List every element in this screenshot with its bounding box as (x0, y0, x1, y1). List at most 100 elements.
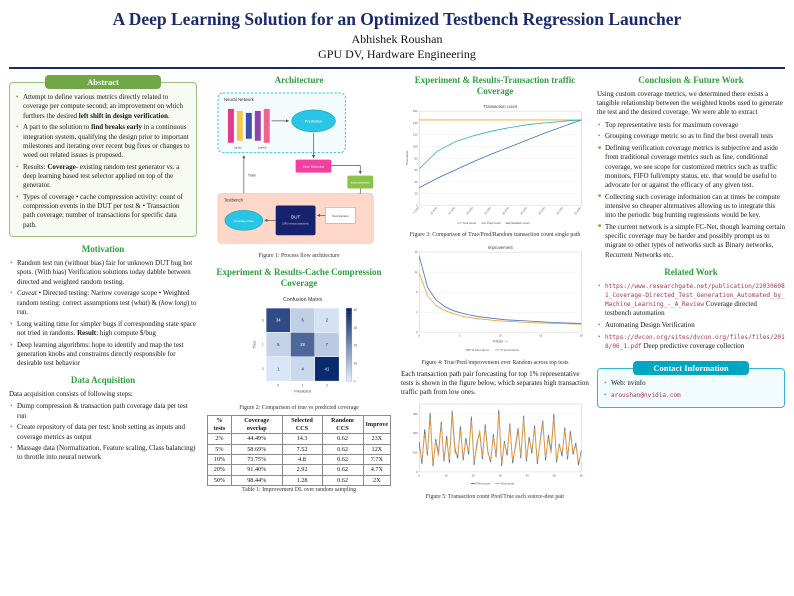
table-cell: 0.62 (321, 433, 364, 445)
coverage-data-node (225, 210, 264, 231)
svg-text:10.00%: 10.00% (429, 205, 438, 215)
figure-5-caption: Figure 5: Transaction count Pred/True ea… (425, 493, 565, 500)
figure-2: Confusion Matrix 34 6 2 5 28 7 1 4 41 0 1 2 0 1 2 Predic… (205, 292, 393, 413)
svg-text:12: 12 (414, 270, 418, 274)
data-acquisition-title: Data Acquisition (70, 375, 136, 386)
table-cell: 0.62 (321, 474, 364, 487)
abstract-block: Abstract Attempt to define various metri… (9, 75, 197, 238)
svg-text:Random count: Random count (511, 221, 530, 225)
transaction-section-title: Experiment & Results-Transaction traffic… (414, 75, 576, 96)
table-row: 5% 58.69% 7.52 0.62 12X (206, 443, 392, 456)
improvement-chart: 0 4 8 12 16 0 5 10 15 20 Improvement %Tests -->% tr… (403, 242, 587, 354)
svg-text:0: 0 (416, 203, 418, 207)
table-cell: 4.7X (362, 464, 392, 476)
svg-text:20: 20 (414, 191, 418, 195)
svg-text:Improvement: Improvement (488, 245, 514, 250)
results-table: % tests Coverage overlap Selected CCS Ra… (206, 415, 392, 487)
table-cell: 2% (206, 433, 232, 445)
table-cell: 2.92 (281, 464, 323, 476)
svg-text:60: 60 (580, 474, 584, 478)
table-row: 10% 73.75% 4.8 0.62 7.7X (206, 454, 392, 466)
table-cell: 0.62 (321, 443, 364, 456)
author-name: Abhishek Roushan (351, 32, 443, 47)
table-cell: 7.7X (362, 454, 392, 466)
abstract-body: Attempt to define various metrics direct… (9, 82, 197, 238)
table-cell: 4.8 (281, 454, 323, 466)
svg-text:Transaction count: Transaction count (483, 104, 517, 109)
svg-text:5.00%: 5.00% (412, 205, 420, 214)
dut-box (276, 205, 316, 236)
contact-email[interactable]: aroushan@nvidia.com (603, 391, 779, 400)
test-vectors-label: Test Vectors (332, 214, 349, 218)
list-item: Results: Coverage- existing random test … (15, 163, 191, 191)
conclusion-list: Top representative tests for maximum cov… (597, 121, 785, 142)
conclusion-title: Conclusion & Future Work (638, 75, 744, 86)
svg-text:4: 4 (416, 310, 418, 314)
related-text: Deep predictive coverage collection (641, 342, 745, 351)
list-item: A part to the solution to find breaks ea… (15, 123, 191, 160)
list-item: Top representative tests for maximum cov… (597, 121, 785, 130)
column-transaction: Experiment & Results-Transaction traffic… (401, 75, 589, 503)
related-text: Automating Design Verification (605, 321, 695, 330)
svg-text:0: 0 (416, 330, 418, 334)
list-item: Random test run (without bias) fair for … (9, 259, 197, 287)
table-cell: 1.28 (281, 474, 323, 487)
svg-text:5: 5 (278, 342, 281, 347)
table-1-caption: Table 1: Improvement DL over random samp… (242, 487, 356, 494)
motivation-title: Motivation (81, 244, 125, 255)
svg-text:0: 0 (418, 334, 420, 338)
svg-text:15: 15 (539, 334, 543, 338)
svg-text:5: 5 (459, 334, 461, 338)
conclusion-list-secondary: Defining verification coverage metrics i… (597, 144, 785, 260)
svg-text:100: 100 (413, 144, 418, 148)
email-link[interactable]: aroushan@nvidia.com (611, 392, 681, 400)
related-link[interactable]: https://www.researchgate.net/publication… (605, 282, 785, 309)
svg-text:100: 100 (413, 451, 418, 455)
svg-text:34: 34 (276, 317, 281, 322)
figure-4-caption: Figure 4: True/Pred improvement over Ran… (421, 359, 569, 366)
figure-1-caption: Figure 1: Process flow architecture (258, 253, 340, 260)
table-header-row: % tests Coverage overlap Selected CCS Ra… (206, 415, 392, 435)
svg-text:45.00%: 45.00% (555, 205, 564, 215)
page-title: A Deep Learning Solution for an Optimize… (112, 9, 682, 29)
svg-text:80: 80 (414, 156, 418, 160)
related-link[interactable]: https://dvcon.org/sites/dvcon.org/files/… (605, 333, 785, 351)
abstract-title: Abstract (44, 75, 162, 90)
dut-label: DUT (291, 214, 301, 219)
svg-text:20.00%: 20.00% (465, 205, 474, 215)
related-work-title: Related Work (664, 266, 718, 277)
column-header: Random CCS (321, 415, 364, 435)
coverage-data-label: Coverage Data (234, 219, 254, 223)
svg-text:15.00%: 15.00% (447, 205, 456, 215)
table-cell: 0.62 (321, 454, 364, 466)
column-conclusion: Conclusion & Future Work Using custom co… (597, 75, 785, 503)
table-cell: 2X (362, 474, 392, 487)
svg-text:Predicted: Predicted (295, 388, 312, 393)
conclusion-intro: Using custom coverage metrics, we determ… (597, 89, 783, 117)
svg-text:0: 0 (416, 470, 418, 474)
list-item: Long waiting time for simpler bugs if co… (9, 320, 197, 338)
column-abstract: Abstract Attempt to define various metri… (9, 75, 197, 503)
svg-text:%Tests -->: %Tests --> (492, 340, 507, 344)
prediction-label: Prediction (305, 118, 323, 123)
svg-text:40: 40 (354, 308, 358, 312)
figure-3-caption: Figure 3: Comparison of True/Pred/Random… (409, 232, 581, 239)
test-selector-label: Test Selector (303, 165, 326, 169)
svg-text:10: 10 (498, 334, 502, 338)
svg-text:25.00%: 25.00% (483, 205, 492, 215)
list-item: Deep learning algorithms: hope to identi… (9, 341, 197, 369)
transaction-paragraph: Each transaction path pair forecasting f… (401, 369, 589, 397)
contact-web[interactable]: Web: nvinfo (603, 379, 779, 388)
svg-text:2: 2 (326, 317, 329, 322)
data-acquisition-intro: Data acquisition consists of following s… (9, 390, 133, 399)
table-cell: 20% (206, 464, 232, 476)
column-header: Selected CCS (281, 415, 323, 435)
svg-text:1: 1 (278, 366, 281, 371)
list-item: Massage data (Normalization, Feature sca… (9, 444, 197, 462)
cache-section-title: Experiment & Results-Cache Compression C… (216, 267, 382, 288)
nn-layers-icon (228, 108, 271, 143)
svg-text:True: True (252, 340, 257, 349)
svg-text:0: 0 (418, 474, 420, 478)
svg-text:Pred count: Pred count (476, 482, 490, 486)
knob-constraints-label: knob constraints (351, 180, 370, 184)
